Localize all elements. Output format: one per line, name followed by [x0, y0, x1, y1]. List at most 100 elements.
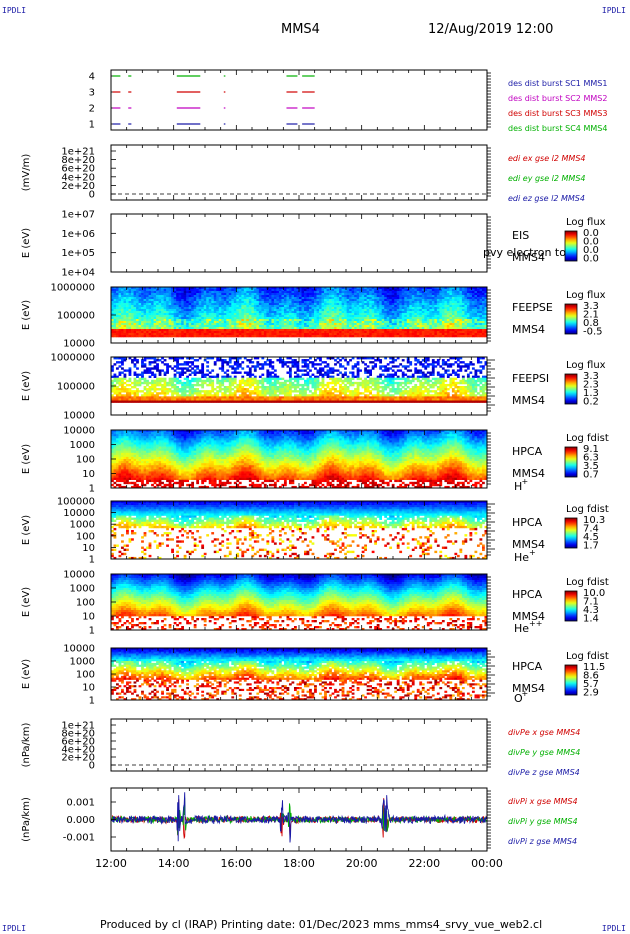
spacecraft-title: MMS4 — [281, 22, 320, 37]
panel-eis-colorbar-value-3: 0.0 — [583, 254, 599, 265]
panel-hpca_o-colorbar-value-3: 2.9 — [583, 688, 599, 699]
panel-edi-legend-1: edi ey gse l2 MMS4 — [508, 174, 586, 183]
panel-hpca_o-colorbar-value-0: 11.5 — [583, 662, 605, 673]
panel-burst-legend-1: des dist burst SC2 MMS2 — [508, 94, 607, 103]
panel-feepsi-colorbar-value-1: 2.3 — [583, 380, 599, 391]
panel-hpca_h-spacecraft-label: MMS4 — [512, 467, 545, 480]
panel-burst-ytick-3: 1 — [89, 120, 95, 131]
panel-hpca_hepp-colorbar-title: Log fdist — [566, 577, 609, 588]
panel-divpi-legend-2: divPi z gse MMS4 — [508, 837, 577, 846]
panel-hpca_he-colorbar-value-3: 1.7 — [583, 541, 599, 552]
panel-eis-colorbar — [564, 230, 578, 262]
panel-hpca_he-colorbar-value-1: 7.4 — [583, 524, 599, 535]
panel-hpca_o-species-label: O — [514, 692, 523, 705]
panel-divpe-ytick-3: 4e+20 — [61, 745, 95, 756]
panel-hpca_he-ytick-0: 100000 — [57, 497, 95, 508]
panel-hpca_o-instrument-label: HPCA — [512, 660, 543, 673]
panel-hpca_hepp-instrument-label: HPCA — [512, 588, 543, 601]
panel-feepsi — [111, 357, 488, 403]
panel-hpca_h-colorbar — [564, 446, 578, 478]
panel-feepse-spacecraft-label: MMS4 — [512, 323, 545, 336]
panel-feepse-colorbar — [564, 303, 578, 335]
panel-edi-ytick-3: 4e+20 — [61, 172, 95, 183]
panel-eis-colorbar-title: Log flux — [566, 217, 606, 228]
time-axis-label-1: 14:00 — [158, 857, 190, 870]
panel-hpca_h-colorbar-value-2: 3.5 — [583, 461, 599, 472]
panel-hpca_o-colorbar-title: Log fdist — [566, 651, 609, 662]
time-axis-label-6: 00:00 — [471, 857, 503, 870]
panel-eis-ytick-2: 1e+05 — [61, 248, 95, 259]
panel-hpca_he-ytick-5: 1 — [89, 555, 95, 566]
panel-hpca_hepp — [111, 574, 488, 631]
panel-hpca_h-colorbar-title: Log fdist — [566, 433, 609, 444]
panel-burst-ytick-1: 3 — [89, 88, 95, 99]
panel-hpca_hepp-colorbar-value-3: 1.4 — [583, 614, 599, 625]
panel-hpca_hepp-ytick-1: 1000 — [70, 584, 95, 595]
panel-hpca_o-ytick-4: 1 — [89, 696, 95, 707]
panel-feepse-colorbar-title: Log flux — [566, 290, 606, 301]
panel-hpca_hepp-ytick-2: 100 — [76, 598, 95, 609]
panel-feepse-ytick-2: 10000 — [63, 339, 95, 350]
panel-feepse — [111, 287, 488, 338]
panel-hpca_he — [111, 501, 488, 560]
panel-eis-colorbar-value-0: 0.0 — [583, 228, 599, 239]
panel-eis-frame — [110, 213, 488, 273]
time-axis-label-4: 20:00 — [346, 857, 378, 870]
panel-burst-ytick-0: 4 — [89, 72, 95, 83]
panel-eis-ylabel: E (eV) — [21, 228, 32, 258]
corner-mark-bottom-right: IPDLI — [601, 924, 626, 933]
panel-divpi-ylabel: (nPa/km) — [21, 797, 32, 842]
panel-hpca_o-ytick-2: 100 — [76, 670, 95, 681]
panel-edi-ylabel: (mV/m) — [21, 154, 32, 192]
panel-hpca_hepp-ytick-4: 1 — [89, 626, 95, 637]
panel-hpca_he-ylabel: E (eV) — [21, 515, 32, 545]
panel-feepsi-ylabel: E (eV) — [21, 371, 32, 401]
panel-edi-ytick-4: 2e+20 — [61, 181, 95, 192]
panel-burst-frame — [110, 69, 488, 131]
panel-feepse-colorbar-value-0: 3.3 — [583, 301, 599, 312]
panel-feepse-colorbar-value-3: -0.5 — [583, 327, 603, 338]
panel-feepsi-ytick-2: 10000 — [63, 411, 95, 422]
panel-divpe-ytick-0: 1e+21 — [61, 721, 95, 732]
panel-hpca_he-colorbar-title: Log fdist — [566, 504, 609, 515]
panel-hpca_h-colorbar-value-0: 9.1 — [583, 444, 599, 455]
panel-feepsi-spacecraft-label: MMS4 — [512, 394, 545, 407]
time-axis-label-2: 16:00 — [220, 857, 252, 870]
panel-divpi-ytick-1: 0.000 — [66, 815, 95, 826]
panel-hpca_h-instrument-label: HPCA — [512, 445, 543, 458]
panel-divpi-series-2 — [110, 792, 488, 843]
panel-divpi-ytick-2: -0.001 — [63, 833, 95, 844]
panel-feepsi-colorbar-value-3: 0.2 — [583, 397, 599, 408]
panel-feepsi-colorbar — [564, 373, 578, 405]
time-axis-label-3: 18:00 — [283, 857, 315, 870]
panel-hpca_o — [111, 648, 488, 701]
panel-edi-ytick-5: 0 — [89, 190, 95, 201]
panel-hpca_hepp-colorbar — [564, 590, 578, 622]
panel-feepsi-colorbar-title: Log flux — [566, 360, 606, 371]
corner-mark-top-left: IPDLI — [2, 6, 27, 15]
panel-hpca_he-species-charge: + — [529, 548, 536, 557]
panel-burst-legend-0: des dist burst SC1 MMS1 — [508, 79, 607, 88]
panel-eis-colorbar-value-1: 0.0 — [583, 237, 599, 248]
panel-hpca_he-colorbar-value-0: 10.3 — [583, 515, 605, 526]
date-title: 12/Aug/2019 12:00 — [428, 22, 554, 37]
panel-divpe-ytick-2: 6e+20 — [61, 737, 95, 748]
panel-divpe-legend-1: divPe y gse MMS4 — [508, 748, 580, 757]
panel-hpca_hepp-colorbar-value-2: 4.3 — [583, 605, 599, 616]
panel-hpca_hepp-ytick-0: 10000 — [63, 570, 95, 581]
panel-hpca_o-spacecraft-label: MMS4 — [512, 682, 545, 695]
panel-divpe-ytick-1: 8e+20 — [61, 729, 95, 740]
panel-divpe-legend-2: divPe z gse MMS4 — [508, 768, 580, 777]
panel-feepsi-colorbar-value-0: 3.3 — [583, 371, 599, 382]
panel-divpi-ytick-0: 0.001 — [66, 798, 95, 809]
panel-hpca_hepp-spacecraft-label: MMS4 — [512, 610, 545, 623]
panel-feepse-ytick-0: 1000000 — [50, 283, 95, 294]
panel-divpi-series-1 — [110, 797, 488, 835]
panel-hpca_o-colorbar — [564, 664, 578, 696]
panel-hpca_h-ylabel: E (eV) — [21, 444, 32, 474]
panel-feepse-colorbar-value-2: 0.8 — [583, 318, 599, 329]
panel-burst-legend-3: des dist burst SC4 MMS4 — [508, 124, 607, 133]
panel-divpi-legend-1: divPi y gse MMS4 — [508, 817, 578, 826]
panel-hpca_h-ytick-4: 1 — [89, 484, 95, 495]
